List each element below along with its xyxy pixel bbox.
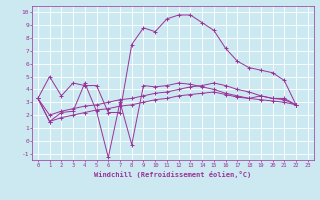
- X-axis label: Windchill (Refroidissement éolien,°C): Windchill (Refroidissement éolien,°C): [94, 171, 252, 178]
